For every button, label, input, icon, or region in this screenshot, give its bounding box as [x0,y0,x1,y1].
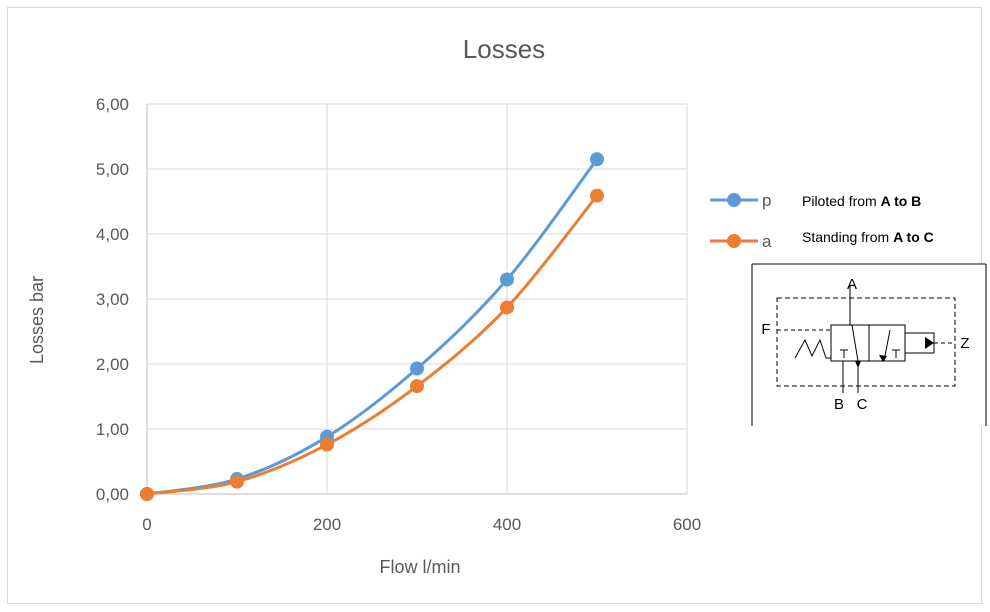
chart-title: Losses [463,34,545,64]
flow-arrow-1 [851,324,859,362]
x-axis-title: Flow l/min [379,557,460,577]
legend-marker-p [727,193,741,207]
y-tick-labels: 0,00 1,00 2,00 3,00 4,00 5,00 6,00 [96,95,129,504]
y-tick-label: 4,00 [96,225,129,244]
y-tick-label: 5,00 [96,160,129,179]
y-axis-title: Losses bar [27,276,47,364]
data-point-a [410,379,424,394]
y-tick-label: 3,00 [96,290,129,309]
note-piloted: Piloted from A to B [802,193,921,209]
port-b-label: B [834,396,844,413]
legend: p a [710,191,772,251]
port-a-label: A [847,276,857,293]
valve-diagram-background [752,263,988,426]
data-point-p [410,361,424,376]
grid-lines [146,103,688,495]
series-lines [140,152,604,501]
valve-dashed-envelope [776,297,956,387]
x-tick-labels: 0 200 400 600 [142,515,701,534]
valve-diagram: A B C F Z [751,263,988,426]
series-line-p [146,158,599,496]
y-tick-label: 1,00 [96,420,129,439]
data-point-a [140,487,154,501]
legend-label-p: p [762,191,771,210]
data-point-p [590,152,604,167]
port-c-label: C [857,396,868,413]
series-line-a [146,194,599,496]
x-tick-label: 0 [142,515,151,534]
data-point-a [500,300,514,315]
x-tick-label: 200 [313,515,341,534]
port-z-label: Z [960,335,969,352]
spring-icon [794,338,831,359]
x-tick-label: 600 [673,515,701,534]
data-point-p [500,272,514,287]
legend-label-a: a [762,232,772,251]
arrow-head-2-icon [879,355,887,362]
data-point-a [320,437,334,452]
legend-marker-a [727,234,741,248]
y-tick-label: 0,00 [96,485,129,504]
y-tick-label: 2,00 [96,355,129,374]
data-point-a [590,188,604,203]
y-tick-label: 6,00 [96,95,129,114]
data-point-a [230,474,244,489]
pilot-triangle-icon [925,337,934,349]
x-tick-label: 400 [493,515,521,534]
note-standing: Standing from A to C [802,229,934,245]
port-f-label: F [761,321,770,338]
